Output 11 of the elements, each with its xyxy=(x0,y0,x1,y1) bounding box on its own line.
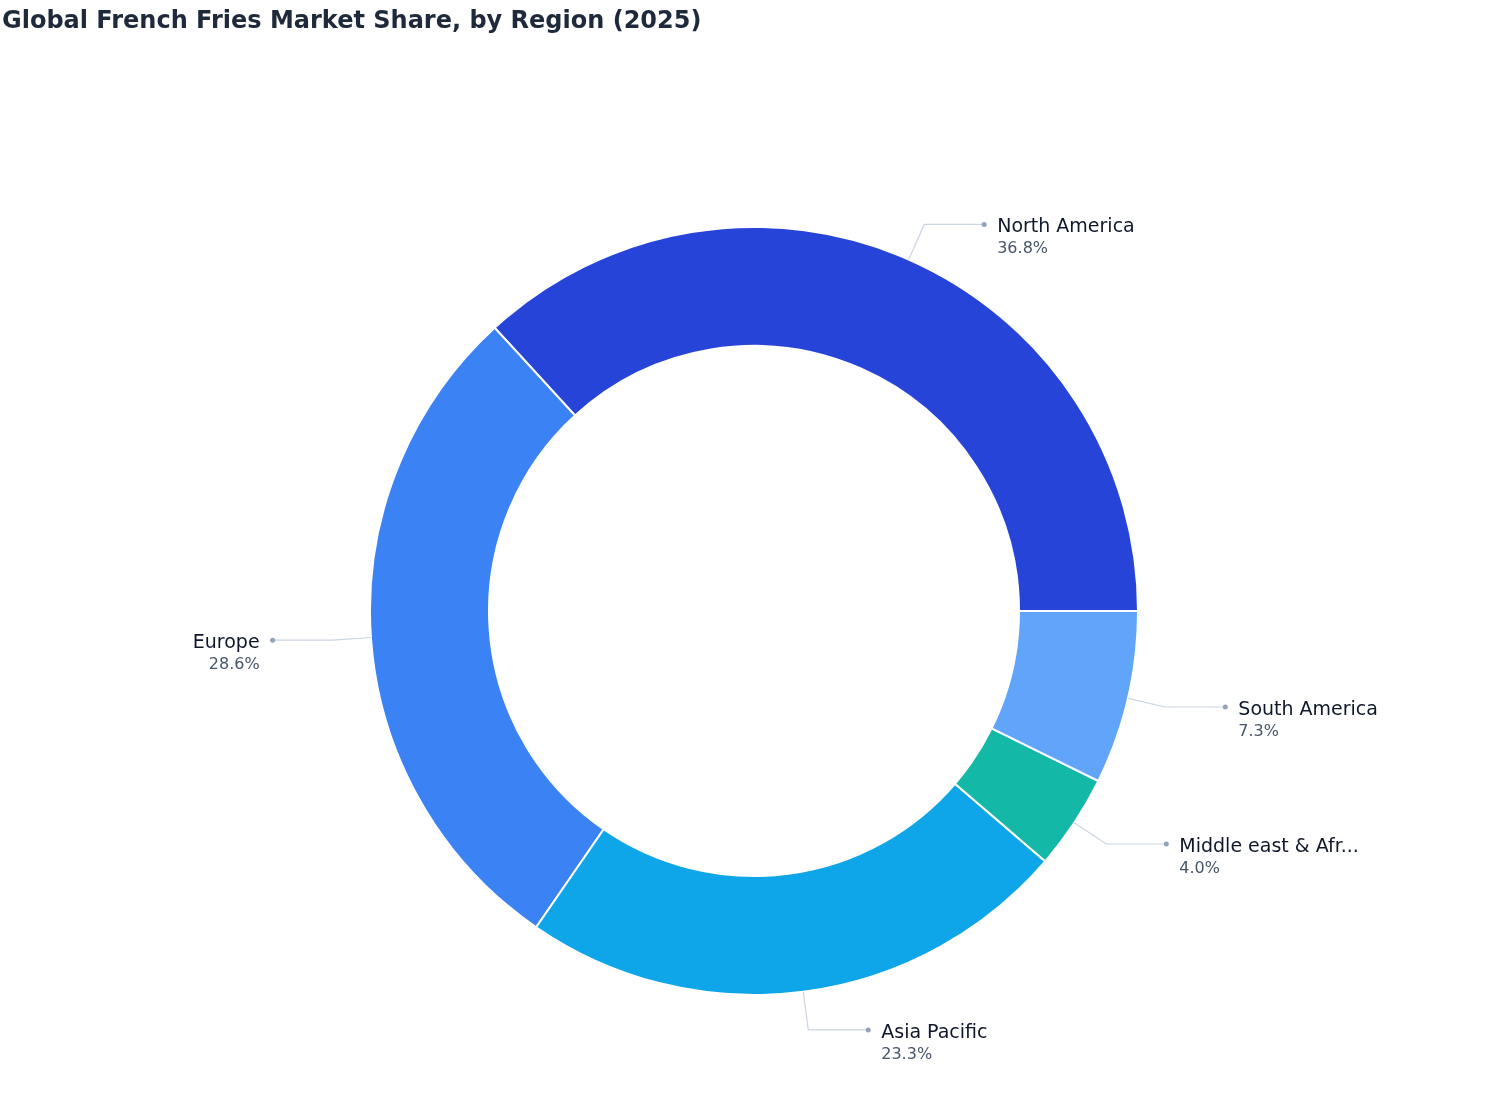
chart-title: Global French Fries Market Share, by Region (2025) xyxy=(2,6,702,34)
data-label: 36.8% xyxy=(997,238,1049,258)
data-label: 4.0% xyxy=(1179,858,1220,878)
data-label: 23.3% xyxy=(881,1043,933,1063)
slice-label: North America xyxy=(997,214,1135,237)
data-label: 28.6% xyxy=(208,654,260,674)
data-label: 7.3% xyxy=(1238,721,1279,741)
slice-label: Middle east & Afr... xyxy=(1179,834,1359,857)
slice-label: Asia Pacific xyxy=(881,1019,988,1042)
slice-label: South America xyxy=(1238,697,1378,720)
slice-label: Europe xyxy=(192,630,260,653)
